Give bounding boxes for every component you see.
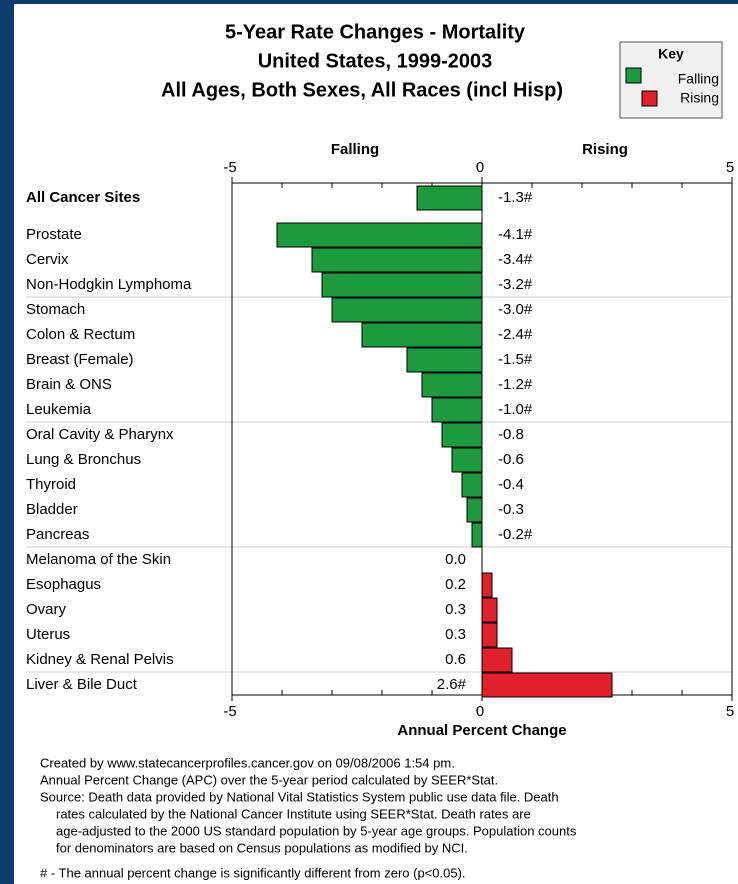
- bar: [441, 422, 483, 448]
- value-label: 0.3: [445, 626, 466, 643]
- note: age-adjusted to the 2000 US standard pop…: [56, 823, 577, 838]
- category-label: Oral Cavity & Pharynx: [26, 426, 174, 443]
- x-tick-label: 5: [726, 703, 734, 720]
- legend-label: Rising: [680, 90, 719, 106]
- category-label: Brain & ONS: [26, 376, 112, 393]
- category-label: Prostate: [26, 226, 82, 243]
- x-tick-label: 5: [726, 159, 734, 176]
- value-label: -4.1#: [498, 226, 533, 243]
- bar: [481, 572, 493, 598]
- value-label: 0.3: [445, 601, 466, 618]
- category-label: Breast (Female): [26, 351, 134, 368]
- category-label: Lung & Bronchus: [26, 451, 141, 468]
- bar: [276, 222, 483, 248]
- value-label: -1.5#: [498, 351, 533, 368]
- value-label: -2.4#: [498, 326, 533, 343]
- bar: [311, 247, 483, 273]
- category-label: Non-Hodgkin Lymphoma: [26, 276, 192, 293]
- bar: [481, 597, 498, 623]
- x-tick-label: 0: [476, 159, 484, 176]
- bar: [416, 185, 483, 211]
- note: Annual Percent Change (APC) over the 5-y…: [40, 772, 498, 787]
- title-line: United States, 1999-2003: [258, 50, 493, 72]
- bar: [481, 672, 613, 698]
- note: Source: Death data provided by National …: [40, 789, 559, 804]
- category-label: Leukemia: [26, 401, 92, 418]
- category-label: Colon & Rectum: [26, 326, 135, 343]
- title-line: 5-Year Rate Changes - Mortality: [225, 21, 526, 43]
- legend-label: Falling: [678, 71, 719, 87]
- value-label: -0.6: [498, 451, 524, 468]
- value-label: -0.4: [498, 476, 524, 493]
- value-label: -0.3: [498, 501, 524, 518]
- value-label: -1.2#: [498, 376, 533, 393]
- title-line: All Ages, Both Sexes, All Races (incl Hi…: [161, 79, 563, 101]
- legend-swatch: [625, 67, 642, 84]
- note: for denominators are based on Census pop…: [56, 840, 468, 855]
- direction-label: Falling: [331, 141, 379, 158]
- legend-swatch: [641, 90, 658, 107]
- bar: [451, 447, 483, 473]
- value-label: -0.8: [498, 426, 524, 443]
- category-label: Pancreas: [26, 526, 89, 543]
- bar: [321, 272, 483, 298]
- category-label: Cervix: [26, 251, 69, 268]
- legend-title: Key: [658, 46, 684, 62]
- category-label: Bladder: [26, 501, 78, 518]
- panel: [14, 4, 738, 884]
- note: rates calculated by the National Cancer …: [56, 806, 531, 821]
- bar: [406, 347, 483, 373]
- value-label: -1.3#: [498, 189, 533, 206]
- direction-label: Rising: [582, 141, 628, 158]
- x-tick-label: 0: [476, 703, 484, 720]
- category-label: All Cancer Sites: [26, 189, 140, 206]
- category-label: Thyroid: [26, 476, 76, 493]
- note: # - The annual percent change is signifi…: [40, 865, 466, 880]
- category-label: Kidney & Renal Pelvis: [26, 651, 174, 668]
- category-label: Ovary: [26, 601, 67, 618]
- value-label: -1.0#: [498, 401, 533, 418]
- category-label: Stomach: [26, 301, 85, 318]
- bar: [461, 472, 483, 498]
- value-label: -0.2#: [498, 526, 533, 543]
- category-label: Melanoma of the Skin: [26, 551, 171, 568]
- bar: [431, 397, 483, 423]
- value-label: 0.6: [445, 651, 466, 668]
- bar: [471, 522, 483, 548]
- value-label: -3.0#: [498, 301, 533, 318]
- value-label: 2.6#: [437, 676, 467, 693]
- value-label: -3.4#: [498, 251, 533, 268]
- value-label: 0.2: [445, 576, 466, 593]
- note: Created by www.statecancerprofiles.cance…: [40, 755, 455, 770]
- category-label: Liver & Bile Duct: [26, 676, 138, 693]
- bar: [361, 322, 483, 348]
- category-label: Esophagus: [26, 576, 101, 593]
- x-tick-label: -5: [223, 703, 236, 720]
- bar: [466, 497, 483, 523]
- bar: [421, 372, 483, 398]
- x-axis-label: Annual Percent Change: [397, 722, 566, 739]
- bar: [481, 647, 513, 673]
- x-tick-label: -5: [223, 159, 236, 176]
- value-label: 0.0: [445, 551, 466, 568]
- value-label: -3.2#: [498, 276, 533, 293]
- bar: [331, 297, 483, 323]
- bar: [481, 622, 498, 648]
- category-label: Uterus: [26, 626, 70, 643]
